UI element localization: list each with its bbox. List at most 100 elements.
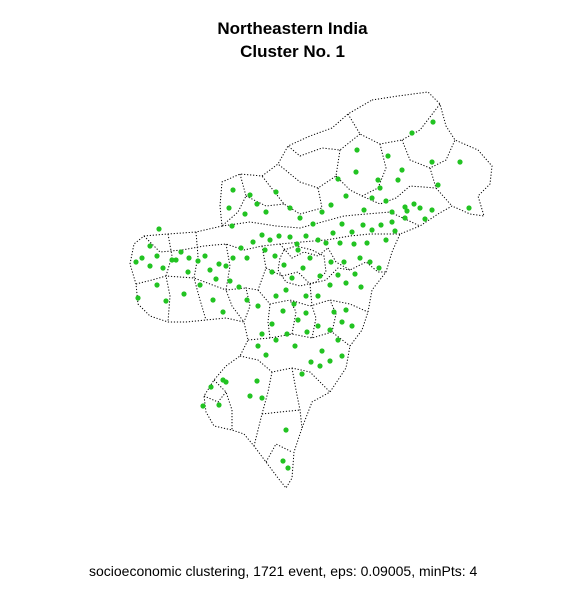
- event-point: [389, 209, 395, 215]
- event-point: [202, 253, 208, 259]
- event-point: [139, 255, 145, 261]
- event-point: [392, 228, 398, 234]
- event-point: [210, 297, 216, 303]
- event-point: [247, 393, 253, 399]
- district-line: [221, 173, 247, 227]
- event-point: [385, 153, 391, 159]
- event-point: [369, 195, 375, 201]
- event-point: [216, 402, 222, 408]
- event-point: [369, 227, 375, 233]
- event-point: [255, 303, 261, 309]
- event-point: [173, 257, 179, 263]
- event-point: [281, 262, 287, 268]
- event-point: [303, 233, 309, 239]
- event-point: [230, 255, 236, 261]
- event-point: [399, 167, 405, 173]
- map-subtitle: Cluster No. 1: [240, 42, 345, 61]
- event-point: [339, 353, 345, 359]
- event-point: [319, 348, 325, 354]
- event-point: [304, 329, 310, 335]
- event-point: [308, 359, 314, 365]
- event-point: [303, 293, 309, 299]
- event-point: [297, 215, 303, 221]
- event-point: [220, 377, 226, 383]
- event-point: [343, 307, 349, 313]
- event-point: [409, 130, 415, 136]
- event-point: [377, 185, 383, 191]
- district-line: [165, 233, 173, 323]
- event-point: [186, 255, 192, 261]
- event-point: [294, 241, 300, 247]
- event-point: [276, 233, 282, 239]
- event-point: [364, 240, 370, 246]
- event-point: [327, 358, 333, 364]
- district-line: [267, 303, 271, 339]
- event-point: [295, 317, 301, 323]
- event-point: [404, 208, 410, 214]
- event-point: [247, 192, 253, 198]
- event-point: [254, 378, 260, 384]
- event-point: [378, 222, 384, 228]
- district-line: [329, 299, 337, 333]
- event-point: [230, 187, 236, 193]
- event-point: [360, 222, 366, 228]
- event-point: [255, 343, 261, 349]
- event-point: [236, 284, 242, 290]
- event-point: [178, 249, 184, 255]
- event-point: [375, 177, 381, 183]
- event-point: [327, 327, 333, 333]
- event-point: [200, 403, 206, 409]
- event-point: [435, 182, 441, 188]
- event-point: [389, 219, 395, 225]
- event-point: [169, 257, 175, 263]
- event-point: [262, 247, 268, 253]
- event-point: [300, 265, 306, 271]
- event-point: [292, 343, 298, 349]
- event-point: [335, 337, 341, 343]
- event-point: [226, 205, 232, 211]
- district-line: [279, 243, 329, 259]
- event-point: [328, 202, 334, 208]
- event-point: [422, 216, 428, 222]
- event-point: [244, 297, 250, 303]
- event-point: [273, 189, 279, 195]
- event-point: [273, 337, 279, 343]
- district-line: [253, 371, 273, 447]
- event-point: [185, 269, 191, 275]
- district-line: [311, 305, 317, 339]
- district-line: [239, 355, 331, 393]
- district-line: [221, 211, 421, 229]
- event-point: [315, 293, 321, 299]
- event-point: [283, 427, 289, 433]
- event-point: [195, 258, 201, 264]
- event-point: [395, 177, 401, 183]
- event-point: [280, 458, 286, 464]
- event-point: [133, 259, 139, 265]
- event-point: [353, 169, 359, 175]
- district-line: [277, 149, 341, 189]
- event-point: [328, 259, 334, 265]
- event-point: [317, 363, 323, 369]
- event-point: [335, 272, 341, 278]
- event-point: [197, 282, 203, 288]
- district-line: [143, 233, 400, 253]
- event-point: [154, 253, 160, 259]
- event-point: [402, 204, 408, 210]
- event-point: [367, 259, 373, 265]
- event-point: [269, 321, 275, 327]
- district-line: [261, 409, 301, 415]
- event-point: [207, 267, 213, 273]
- event-point: [352, 271, 358, 277]
- event-point: [223, 263, 229, 269]
- map-title: Northeastern India: [217, 19, 368, 38]
- district-line: [347, 103, 441, 145]
- event-point: [429, 207, 435, 213]
- event-point: [330, 230, 336, 236]
- event-point: [220, 309, 226, 315]
- event-point: [272, 253, 278, 259]
- event-point: [295, 247, 301, 253]
- event-point: [229, 223, 235, 229]
- event-point: [303, 310, 309, 316]
- event-point: [466, 205, 472, 211]
- event-point: [263, 209, 269, 215]
